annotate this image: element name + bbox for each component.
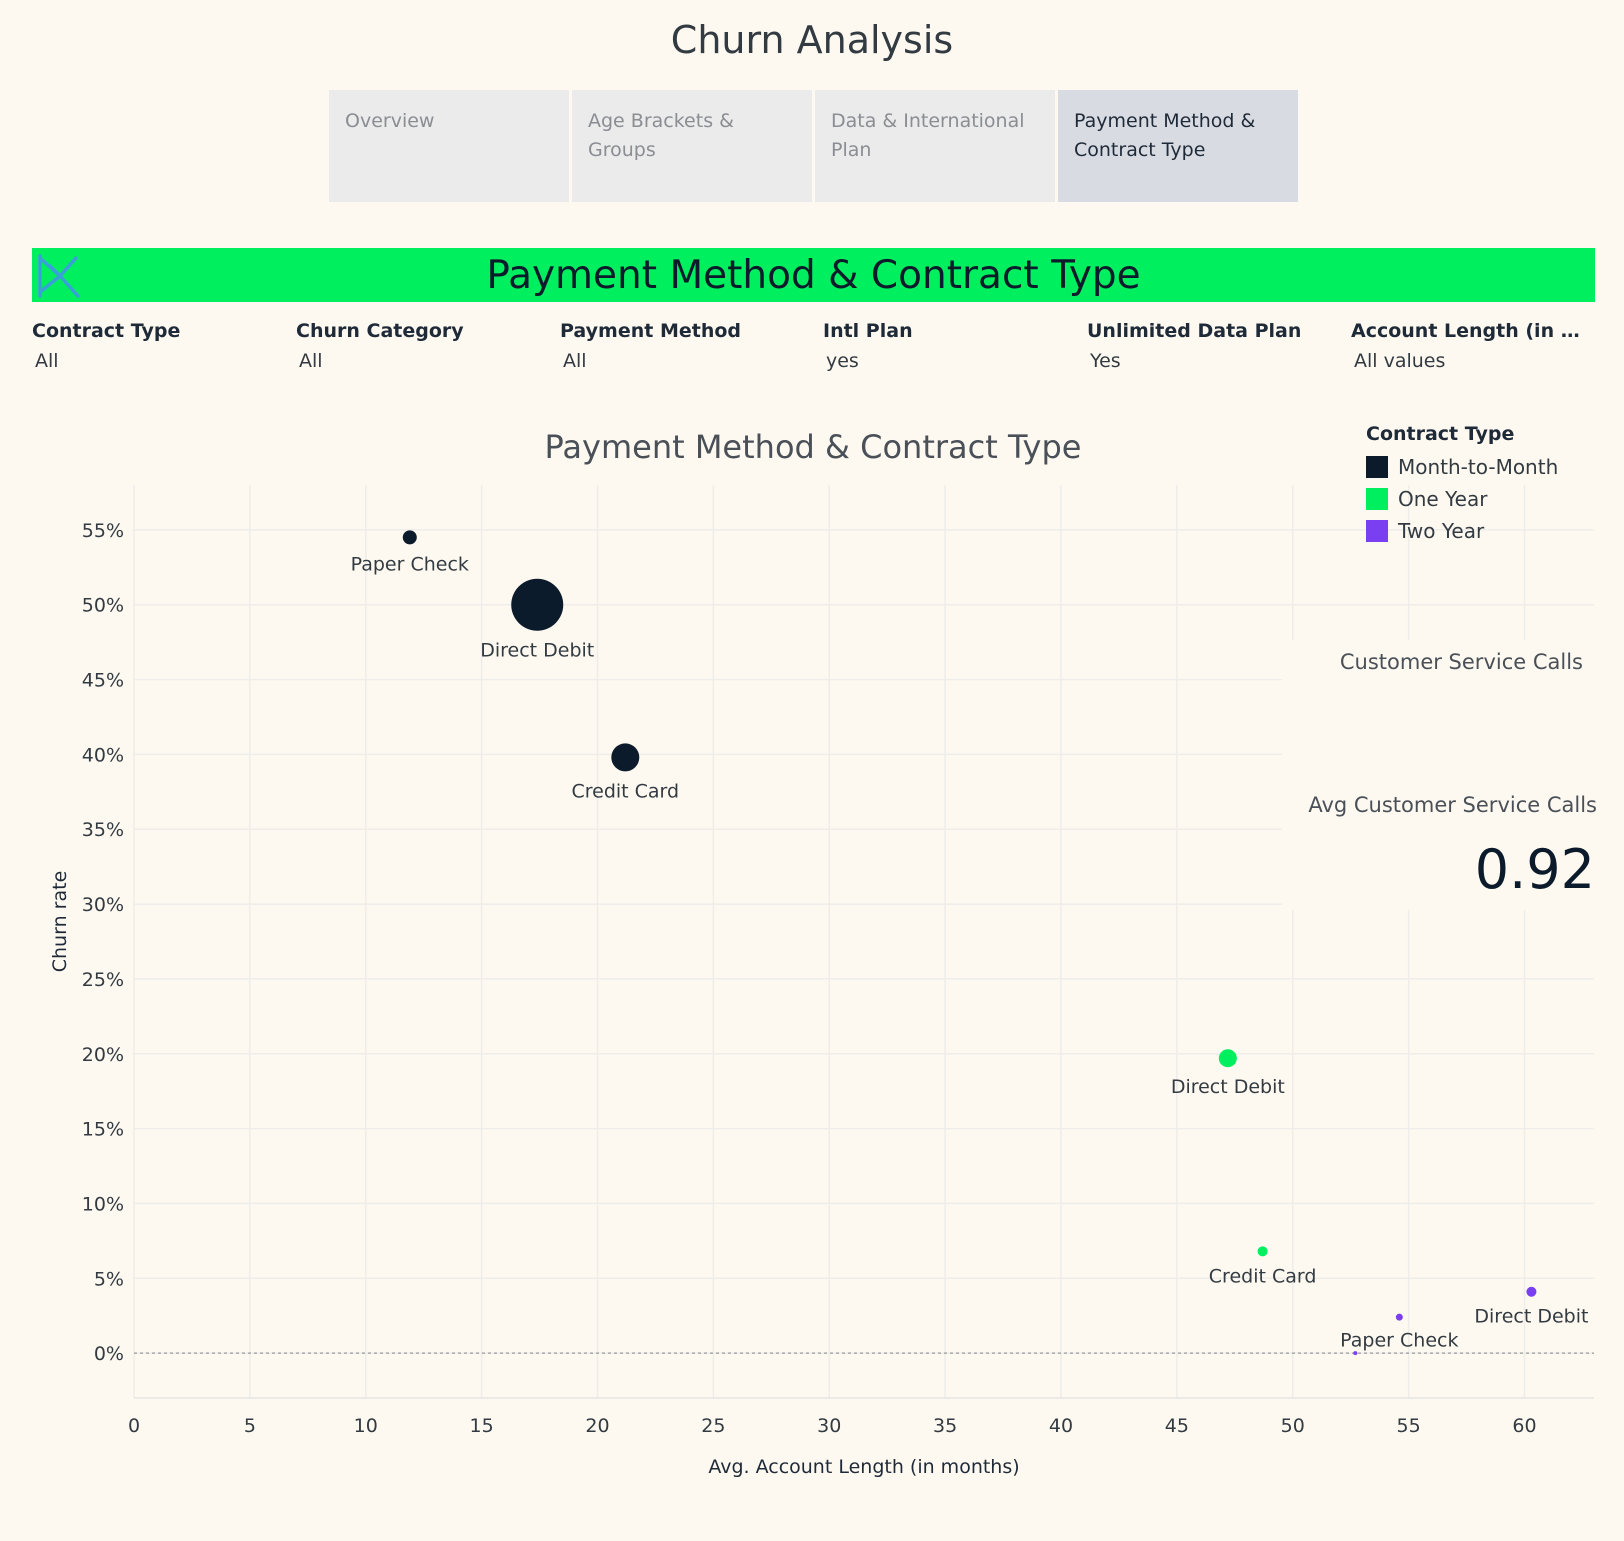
legend-item-month-to-month[interactable]: Month-to-Month — [1366, 451, 1558, 483]
kpi-panel: Customer Service Calls Avg Customer Serv… — [1282, 640, 1597, 910]
filter-value[interactable]: Yes — [1090, 350, 1121, 372]
y-tick-label: 50% — [82, 595, 124, 617]
filter-bar: Contract Type All Churn Category All Pay… — [32, 320, 1599, 372]
filter-unlimited-data-plan[interactable]: Unlimited Data Plan Yes — [1087, 320, 1335, 372]
filter-value[interactable]: All — [563, 350, 587, 372]
y-tick-label: 20% — [82, 1044, 124, 1066]
legend-label: Month-to-Month — [1398, 455, 1559, 479]
data-label: Direct Debit — [1171, 1076, 1285, 1098]
x-tick-label: 55 — [1397, 1415, 1421, 1437]
chart-title: Payment Method & Contract Type — [544, 428, 1082, 466]
kpi-value: 0.92 — [1474, 838, 1595, 901]
x-tick-label: 45 — [1165, 1415, 1189, 1437]
x-tick-label: 60 — [1512, 1415, 1536, 1437]
y-tick-label: 45% — [82, 670, 124, 692]
data-point — [1395, 1313, 1403, 1321]
tab-overview[interactable]: Overview — [329, 90, 569, 202]
x-tick-label: 25 — [701, 1415, 725, 1437]
legend-item-two-year[interactable]: Two Year — [1366, 515, 1558, 547]
filter-intl-plan[interactable]: Intl Plan yes — [823, 320, 1071, 372]
data-label: Paper Check — [351, 553, 469, 575]
data-point — [1353, 1351, 1358, 1356]
x-tick-label: 15 — [470, 1415, 494, 1437]
x-tick-label: 20 — [585, 1415, 609, 1437]
filter-value[interactable]: yes — [826, 350, 859, 372]
filter-contract-type[interactable]: Contract Type All — [32, 320, 280, 372]
y-tick-label: 30% — [82, 894, 124, 916]
y-tick-label: 0% — [94, 1343, 124, 1365]
x-tick-label: 0 — [128, 1415, 140, 1437]
x-axis-label: Avg. Account Length (in months) — [708, 1456, 1019, 1478]
y-tick-label: 55% — [82, 520, 124, 542]
data-label: Direct Debit — [480, 640, 594, 662]
chart-legend: Contract Type Month-to-Month One Year Tw… — [1366, 423, 1558, 547]
y-axis-label: Churn rate — [49, 871, 71, 973]
data-point — [511, 578, 564, 631]
filter-payment-method[interactable]: Payment Method All — [560, 320, 808, 372]
y-tick-label: 5% — [94, 1268, 124, 1290]
legend-item-one-year[interactable]: One Year — [1366, 483, 1558, 515]
x-tick-label: 10 — [354, 1415, 378, 1437]
legend-label: Two Year — [1398, 519, 1485, 543]
x-tick-label: 50 — [1281, 1415, 1305, 1437]
x-tick-label: 30 — [817, 1415, 841, 1437]
y-tick-label: 40% — [82, 744, 124, 766]
filter-value[interactable]: All values — [1354, 350, 1446, 372]
legend-swatch — [1366, 488, 1388, 510]
y-tick-label: 15% — [82, 1119, 124, 1141]
data-label: Credit Card — [571, 780, 679, 802]
x-tick-label: 40 — [1049, 1415, 1073, 1437]
legend-swatch — [1366, 456, 1388, 478]
filter-value[interactable]: All — [35, 350, 59, 372]
data-label: Paper Check — [1340, 1330, 1458, 1352]
brand-logo-icon — [36, 252, 80, 304]
page-title: Churn Analysis — [670, 18, 954, 62]
x-tick-label: 35 — [933, 1415, 957, 1437]
legend-label: One Year — [1398, 487, 1488, 511]
y-tick-label: 35% — [82, 819, 124, 841]
tab-data-international-plan[interactable]: Data & International Plan — [815, 90, 1055, 202]
data-point — [1218, 1049, 1237, 1068]
x-tick-label: 5 — [244, 1415, 256, 1437]
data-point — [611, 743, 640, 772]
legend-title: Contract Type — [1366, 423, 1515, 445]
data-point — [402, 530, 417, 545]
tab-age-brackets-groups[interactable]: Age Brackets & Groups — [572, 90, 812, 202]
filter-churn-category[interactable]: Churn Category All — [296, 320, 544, 372]
y-tick-label: 10% — [82, 1193, 124, 1215]
data-point — [1257, 1246, 1268, 1257]
filter-account-length[interactable]: Account Length (in month.. All values — [1351, 320, 1599, 372]
kpi-label: Avg Customer Service Calls — [1308, 793, 1597, 817]
banner-title: Payment Method & Contract Type — [486, 253, 1141, 298]
filter-value[interactable]: All — [299, 350, 323, 372]
legend-swatch — [1366, 520, 1388, 542]
data-point — [1526, 1286, 1537, 1297]
data-label: Direct Debit — [1474, 1306, 1588, 1328]
tab-bar: Overview Age Brackets & Groups Data & In… — [329, 90, 1298, 202]
section-banner: Payment Method & Contract Type — [32, 248, 1595, 302]
y-tick-label: 25% — [82, 969, 124, 991]
data-label: Credit Card — [1209, 1265, 1317, 1287]
tab-payment-method-contract-type[interactable]: Payment Method & Contract Type — [1058, 90, 1298, 202]
kpi-section-title: Customer Service Calls — [1339, 650, 1583, 674]
